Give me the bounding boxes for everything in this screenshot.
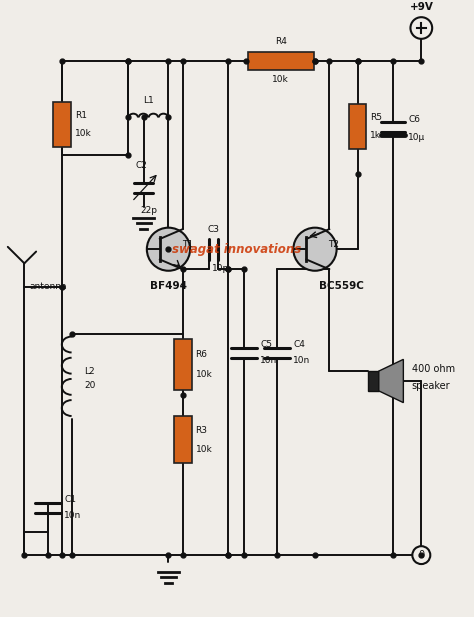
Text: 10p: 10p: [212, 264, 229, 273]
Text: C2: C2: [136, 161, 147, 170]
Text: R1: R1: [75, 111, 87, 120]
Text: antenna: antenna: [30, 282, 67, 291]
Text: swagat innovations: swagat innovations: [173, 242, 301, 255]
Text: T1: T1: [182, 240, 193, 249]
Text: 1k: 1k: [370, 131, 381, 140]
Text: C5: C5: [260, 340, 272, 349]
Text: L1: L1: [143, 96, 154, 105]
Text: 20: 20: [84, 381, 96, 390]
Text: 22p: 22p: [140, 206, 157, 215]
Text: 10k: 10k: [75, 129, 91, 138]
FancyBboxPatch shape: [348, 104, 366, 149]
Text: BF494: BF494: [150, 281, 187, 291]
Text: R5: R5: [370, 114, 382, 122]
Polygon shape: [379, 359, 403, 403]
Circle shape: [147, 228, 190, 271]
Text: 400 ohm: 400 ohm: [412, 364, 455, 375]
Text: 10k: 10k: [195, 370, 212, 379]
Text: C6: C6: [408, 115, 420, 124]
FancyBboxPatch shape: [174, 416, 191, 463]
Text: R6: R6: [195, 350, 208, 358]
Text: R4: R4: [275, 38, 287, 46]
Circle shape: [410, 17, 432, 39]
Circle shape: [412, 546, 430, 564]
Text: T2: T2: [328, 240, 339, 249]
Text: L2: L2: [84, 367, 95, 376]
Text: 10k: 10k: [273, 75, 289, 84]
Text: 10μ: 10μ: [408, 133, 425, 142]
Text: 0: 0: [418, 550, 424, 560]
Text: 10k: 10k: [195, 445, 212, 453]
Text: C3: C3: [207, 225, 219, 234]
FancyBboxPatch shape: [174, 339, 191, 391]
FancyBboxPatch shape: [247, 52, 314, 70]
Text: 10n: 10n: [293, 356, 310, 365]
Text: speaker: speaker: [412, 381, 450, 391]
Text: C4: C4: [293, 340, 305, 349]
Text: +9V: +9V: [410, 2, 433, 12]
FancyBboxPatch shape: [53, 102, 71, 147]
Bar: [368, 371, 379, 391]
Text: 10n: 10n: [260, 356, 277, 365]
Text: BC559C: BC559C: [319, 281, 364, 291]
Text: R3: R3: [195, 426, 208, 435]
Circle shape: [293, 228, 337, 271]
Text: C1: C1: [64, 495, 76, 504]
Text: 10n: 10n: [64, 511, 81, 520]
